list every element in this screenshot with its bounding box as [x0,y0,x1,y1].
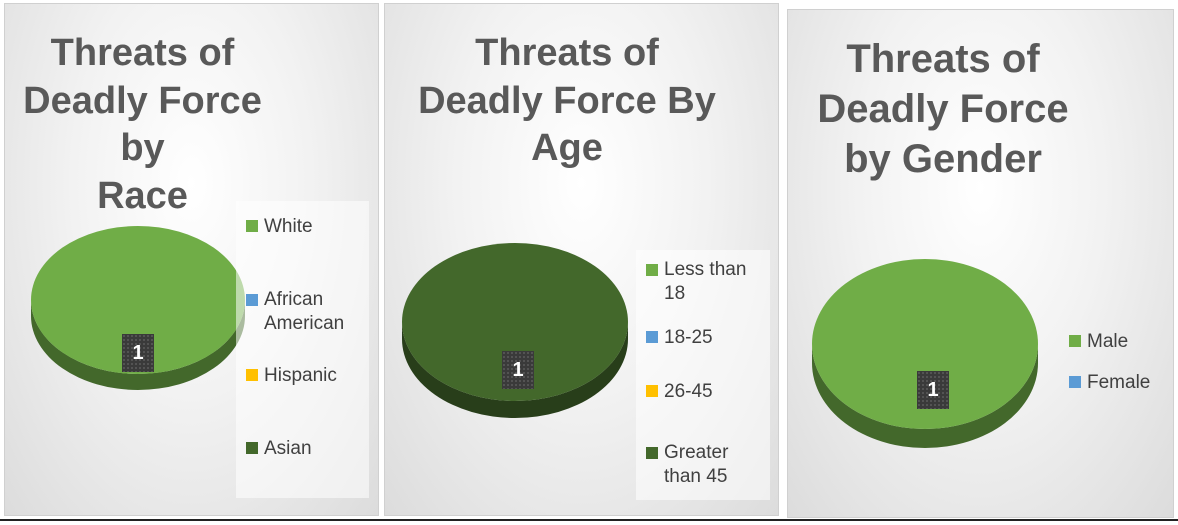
legend-label: 26-45 [664,381,713,402]
legend-swatch [246,294,258,306]
legend-swatch [1069,376,1081,388]
legend-label: Asian [264,438,312,459]
legend-swatch [646,385,658,397]
legend-swatch [646,264,658,276]
chart-title-line: Deadly Force By [418,79,716,122]
legend-item: 18-25 [646,326,713,350]
legend-swatch [246,442,258,454]
legend-item: Less than 18 [646,258,769,306]
legend-label: Male [1087,331,1129,352]
legend-item: 26-45 [646,380,713,404]
pie-slice-side [402,322,628,418]
pie-chart-age [402,243,628,418]
legend-item: Male [1069,330,1128,354]
legend-swatch [1069,335,1081,347]
pie-chart-gender [812,259,1038,448]
chart-title-line: Deadly Force [817,87,1069,131]
data-label: 1 [917,371,949,409]
chart-title: Threats of Deadly Force By Age [407,30,727,173]
chart-title-line: Threats of [475,32,659,74]
chart-title-line: Deadly Force by [23,79,262,170]
chart-title: Threats of Deadly Force by Race [5,30,280,220]
legend: Less than 18 18-25 26-45 Greater than 45 [636,250,770,500]
pie-slice [812,259,1038,429]
legend-item: Hispanic [246,364,337,388]
chart-panel-gender: Threats of Deadly Force by Gender Male F… [787,9,1174,518]
legend-label: White [264,216,313,237]
chart-title-line: Age [531,127,603,169]
chart-title-line: Race [97,174,188,217]
pie-slice-side [31,300,245,390]
chart-title-line: Threats of [50,32,235,74]
legend-item: Greater than 45 [646,441,769,489]
legend-label: Greater than 45 [664,442,729,487]
legend-label: Female [1087,372,1151,393]
pie-chart-race [31,226,245,390]
legend-swatch [246,220,258,232]
legend-label: Hispanic [264,365,337,386]
chart-title-line: Threats of [846,37,1040,81]
legend-item: Female [1069,371,1150,395]
baseline-divider [0,519,1178,521]
legend-item: Asian [246,437,312,461]
legend-label: 18-25 [664,327,713,348]
legend-label: Less than 18 [664,259,747,304]
legend-swatch [646,331,658,343]
data-label: 1 [502,351,534,389]
chart-title: Threats of Deadly Force by Gender [788,34,1098,184]
legend-item: African American [246,288,369,336]
pie-slice [31,226,245,374]
legend-item: White [246,215,313,239]
data-label: 1 [122,334,154,372]
legend-swatch [646,447,658,459]
chart-title-line: by Gender [844,137,1042,181]
chart-panel-race: Threats of Deadly Force by Race White Af… [4,3,379,516]
legend-swatch [246,369,258,381]
legend: White African American Hispanic Asian [236,201,369,498]
legend-label: African American [264,289,345,334]
pie-slice-side [812,344,1038,448]
pie-slice [402,243,628,401]
chart-panel-age: Threats of Deadly Force By Age Less than… [384,3,779,516]
